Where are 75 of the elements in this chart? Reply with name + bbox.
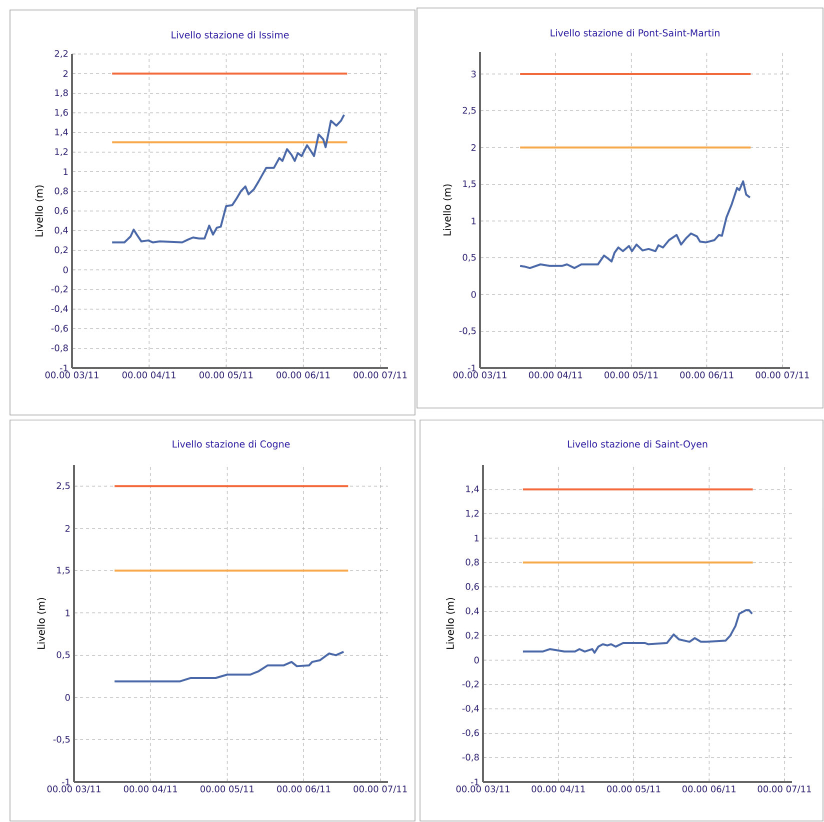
x-tick-label: 00.00 03/11 (45, 372, 98, 380)
y-tick-label: 0 (471, 291, 476, 298)
x-tick-label: 00.00 07/11 (756, 372, 809, 380)
y-tick-label: -0,2 (51, 286, 68, 294)
x-tick-label: 00.00 06/11 (682, 786, 736, 794)
y-axis-title: Livello (m) (35, 185, 44, 236)
x-tick-label: 00.00 05/11 (607, 786, 660, 794)
y-tick-label: 0,4 (466, 607, 479, 616)
y-tick-label: -0,4 (51, 305, 68, 313)
y-tick-label: 0 (65, 694, 70, 701)
x-tick-label: 00.00 05/11 (604, 372, 658, 380)
x-tick-label: 00.00 07/11 (354, 786, 407, 794)
y-tick-label: 0 (474, 656, 479, 664)
y-tick-label: 0,6 (54, 207, 68, 215)
y-tick-label: -0,2 (462, 680, 479, 688)
y-tick-label: 1,5 (57, 566, 70, 574)
y-tick-label: 1 (64, 168, 68, 176)
y-tick-label: 1,5 (463, 180, 476, 188)
y-tick-label: -1 (470, 778, 479, 786)
x-tick-label: 00.00 05/11 (200, 786, 254, 794)
y-tick-label: -0,5 (53, 736, 70, 744)
x-tick-label: 00.00 05/11 (199, 372, 253, 380)
y-tick-label: -0,6 (462, 729, 479, 738)
y-tick-label: -0,5 (459, 327, 476, 336)
y-tick-label: -0,8 (51, 344, 68, 352)
x-tick-label: 00.00 06/11 (276, 372, 330, 380)
x-tick-label: 00.00 04/11 (124, 786, 178, 794)
y-tick-label: 1 (474, 534, 479, 542)
y-tick-label: -0,6 (51, 324, 68, 333)
x-tick-label: 00.00 04/11 (528, 372, 582, 380)
y-tick-label: -0,4 (462, 704, 479, 713)
y-tick-label: 2,5 (56, 482, 70, 490)
chart-title: Livello stazione di Cogne (172, 440, 290, 450)
y-tick-label: -0,8 (462, 754, 479, 762)
x-tick-label: 00.00 03/11 (453, 372, 506, 380)
x-tick-label: 00.00 06/11 (680, 372, 734, 380)
y-tick-label: -1 (62, 778, 70, 786)
y-tick-label: 0,4 (54, 226, 68, 234)
y-tick-label: 2,2 (54, 50, 68, 58)
y-tick-label: 1 (472, 218, 476, 224)
y-tick-label: 0,5 (56, 651, 70, 660)
y-tick-label: 3 (471, 70, 476, 78)
y-axis-title: Livello (m) (443, 184, 452, 236)
y-tick-label: 0 (63, 266, 68, 274)
x-tick-label: 00.00 07/11 (758, 786, 811, 794)
y-tick-label: 2 (63, 70, 68, 77)
y-tick-label: -1 (60, 364, 68, 372)
x-tick-label: 00.00 04/11 (122, 372, 176, 380)
y-tick-label: 1 (66, 610, 70, 616)
y-tick-label: 1,6 (55, 109, 68, 117)
y-tick-label: 0,6 (466, 583, 479, 591)
x-tick-label: 00.00 03/11 (456, 786, 510, 794)
y-axis-title: Livello (m) (37, 598, 46, 649)
y-tick-label: 0,5 (462, 254, 476, 262)
chart-title: Livello stazione di Saint-Oyen (568, 440, 708, 450)
x-tick-label: 00.00 04/11 (532, 786, 585, 794)
y-tick-label: 1,2 (466, 510, 479, 518)
y-tick-label: -1 (468, 364, 476, 372)
y-tick-label: 1,4 (466, 486, 479, 494)
y-tick-label: 1,8 (55, 89, 68, 98)
y-axis-title: Livello (m) (446, 598, 456, 649)
y-tick-label: 2,5 (462, 106, 476, 115)
y-tick-label: 0,8 (54, 188, 68, 196)
y-tick-label: 0,8 (466, 558, 479, 566)
x-tick-label: 00.00 06/11 (277, 786, 330, 794)
y-tick-label: 2 (65, 525, 70, 532)
chart-title: Livello stazione di Issime (172, 31, 289, 38)
y-tick-label: 1,2 (55, 148, 68, 156)
y-tick-label: 0,2 (54, 246, 68, 254)
y-tick-label: 1,4 (55, 128, 68, 136)
y-tick-label: 0,2 (466, 632, 479, 640)
chart-title: Livello stazione di Pont-Saint-Martin (550, 29, 720, 36)
y-tick-label: 2 (471, 144, 476, 151)
x-tick-label: 00.00 07/11 (354, 372, 407, 380)
x-tick-label: 00.00 03/11 (47, 786, 100, 794)
